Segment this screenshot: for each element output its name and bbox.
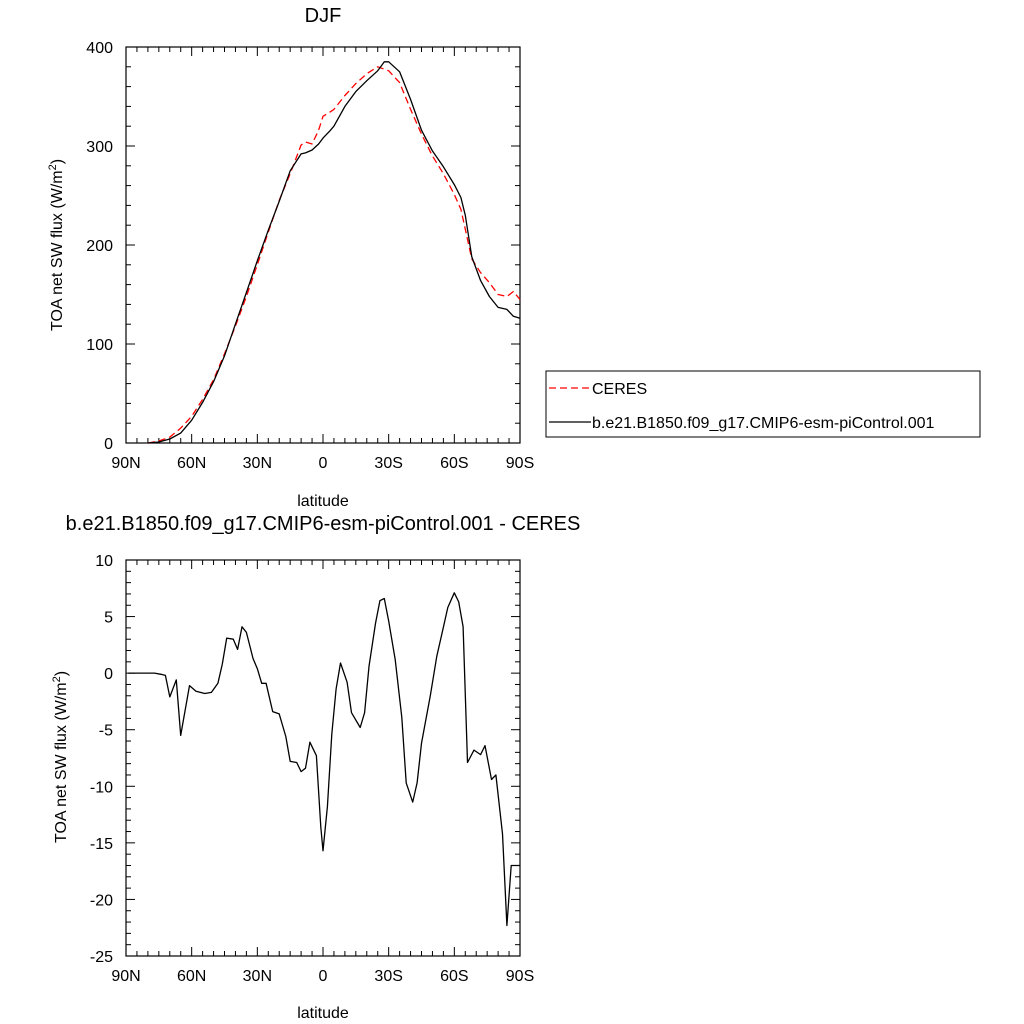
bottom-y-tick-label: -10: [90, 779, 113, 796]
top-axes: 90N 60N 30N 0 30S 60S 90S 0 100 200 300 400: [86, 40, 534, 472]
top-y-tick-label: 100: [86, 337, 113, 354]
top-y-axis-label: TOA net SW flux (W/m2): [47, 159, 66, 331]
top-series: [147, 61, 521, 444]
top-chart-title: DJF: [305, 5, 342, 27]
top-x-tick-label: 30N: [243, 455, 272, 472]
top-y-tick-label: 0: [104, 436, 113, 453]
top-series-line-ceres: [147, 66, 521, 444]
top-y-tick-label: 300: [86, 139, 113, 156]
top-x-tick-label: 0: [319, 455, 328, 472]
bottom-x-tick-label: 90S: [506, 968, 534, 985]
top-y-tick-label: 400: [86, 40, 113, 57]
bottom-plot-frame: [125, 559, 521, 957]
top-x-tick-label: 90N: [111, 455, 140, 472]
bottom-x-tick-label: 30S: [374, 968, 402, 985]
top-x-tick-label: 60S: [440, 455, 468, 472]
bottom-y-tick-label: 5: [104, 610, 113, 627]
legend-model-label: b.e21.B1850.f09_g17.CMIP6-esm-piControl.…: [592, 415, 935, 432]
bottom-series: [128, 592, 520, 927]
top-series-line-b-e21-b1850-f09-g17-cmip6-esm-picontrol-001: [147, 61, 521, 444]
top-x-tick-label: 90S: [506, 455, 534, 472]
bottom-y-axis-label: TOA net SW flux (W/m2): [51, 671, 70, 843]
bottom-y-tick-label: -25: [90, 949, 113, 966]
top-x-tick-label: 60N: [177, 455, 206, 472]
bottom-panel: b.e21.B1850.f09_g17.CMIP6-esm-piControl.…: [51, 513, 580, 1022]
bottom-x-axis-label: latitude: [297, 1005, 349, 1022]
bottom-x-tick-label: 60N: [177, 968, 206, 985]
bottom-axes: 90N 60N 30N 0 30S 60S 90S 10 5 0 -5 -10 -15 -20 -25: [90, 553, 534, 985]
top-panel: DJF 90N 60N 30N 0 30S 60S 90S 0 100 200 300 400 lat…: [47, 5, 981, 510]
bottom-x-tick-label: 90N: [111, 968, 140, 985]
legend-box: [545, 370, 981, 438]
bottom-x-tick-label: 60S: [440, 968, 468, 985]
bottom-y-tick-label: -15: [90, 836, 113, 853]
top-x-tick-label: 30S: [374, 455, 402, 472]
top-plot-frame: [125, 46, 521, 444]
bottom-series-line-difference: [128, 592, 520, 927]
top-x-axis-label: latitude: [297, 493, 349, 510]
top-y-tick-label: 200: [86, 238, 113, 255]
legend-ceres-label: CERES: [592, 381, 647, 398]
bottom-y-tick-label: 0: [104, 666, 113, 683]
bottom-chart-title: b.e21.B1850.f09_g17.CMIP6-esm-piControl.…: [66, 513, 581, 535]
bottom-y-tick-label: 10: [95, 553, 113, 570]
bottom-x-tick-label: 0: [319, 968, 328, 985]
bottom-y-tick-label: -5: [99, 723, 113, 740]
bottom-x-tick-label: 30N: [243, 968, 272, 985]
legend: CERES b.e21.B1850.f09_g17.CMIP6-esm-piCo…: [545, 370, 981, 438]
bottom-y-tick-label: -20: [90, 892, 113, 909]
